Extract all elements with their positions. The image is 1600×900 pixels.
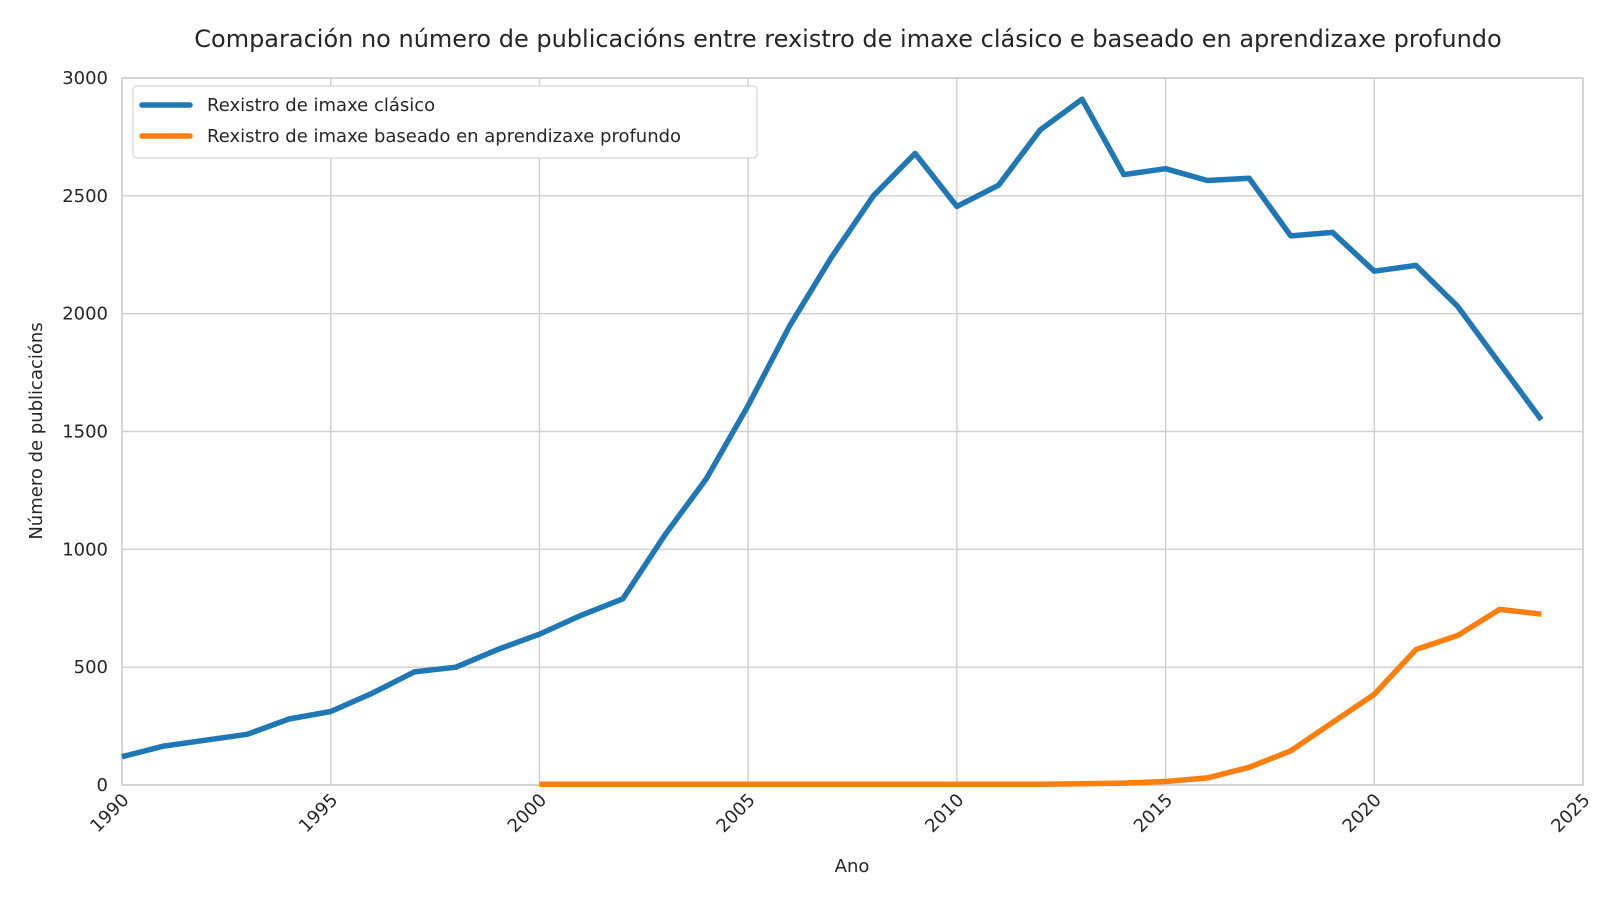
- x-tick-label: 2020: [1339, 790, 1386, 837]
- legend-label-classic: Rexistro de imaxe clásico: [207, 95, 435, 116]
- y-axis-label: Número de publicacións: [26, 322, 47, 539]
- series-line-1: [539, 606, 1542, 788]
- x-axis-label: Ano: [835, 856, 870, 877]
- legend: Rexistro de imaxe clásico Rexistro de im…: [132, 85, 758, 159]
- legend-label-deep-learning: Rexistro de imaxe baseado en aprendizaxe…: [207, 126, 681, 147]
- y-tick-label: 2500: [62, 186, 108, 207]
- legend-box: [132, 85, 758, 159]
- x-tick-label: 1990: [86, 790, 133, 837]
- tick-labels: 0 500 1000 1500 2000 2500 3000 1990 1995 2000 2005…: [62, 68, 1594, 837]
- x-tick-label: 2000: [504, 790, 551, 837]
- x-tick-label: 2005: [712, 790, 759, 837]
- x-tick-label: 2015: [1130, 790, 1177, 837]
- y-tick-label: 3000: [62, 68, 108, 89]
- y-tick-label: 2000: [62, 304, 108, 325]
- y-tick-label: 0: [97, 775, 108, 796]
- chart-title: Comparación no número de publicacións en…: [194, 25, 1501, 53]
- x-tick-label: 1995: [295, 790, 342, 837]
- y-tick-label: 1500: [62, 422, 108, 443]
- x-tick-label: 2010: [921, 790, 968, 837]
- series-line-0: [121, 96, 1544, 760]
- x-tick-label: 2025: [1547, 790, 1594, 837]
- y-tick-label: 500: [74, 657, 108, 678]
- y-tick-label: 1000: [62, 539, 108, 560]
- series-lines: [121, 96, 1544, 788]
- grid-lines: [121, 77, 1584, 786]
